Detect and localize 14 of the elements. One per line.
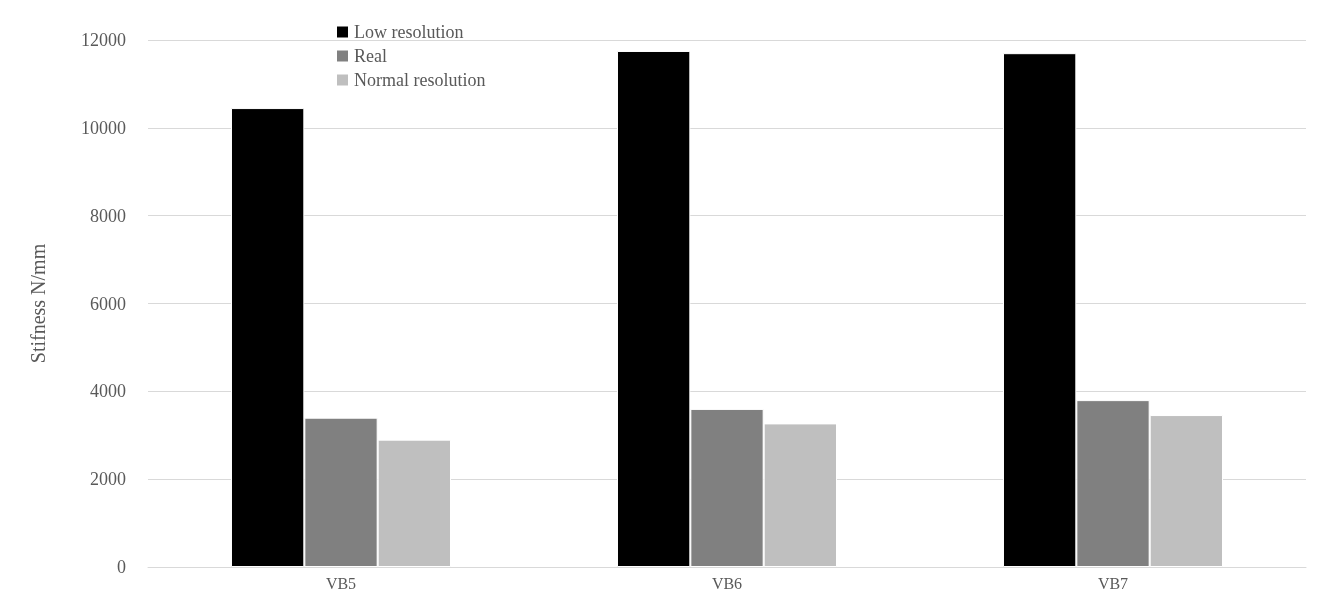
y-tick-label: 8000 [90, 205, 126, 226]
legend-label: Normal resolution [354, 70, 486, 90]
y-axis-title: Stifness N/mm [27, 243, 49, 364]
y-tick-label: 6000 [90, 293, 126, 314]
y-tick-label: 10000 [81, 117, 126, 138]
legend-label: Low resolution [354, 22, 464, 42]
x-tick-label: VB5 [325, 574, 357, 592]
x-tick-label: VB6 [711, 574, 743, 592]
legend-label: Real [354, 46, 387, 66]
y-tick-label: 12000 [81, 30, 126, 50]
y-tick-label: 4000 [90, 381, 126, 402]
y-tick-label: 2000 [90, 469, 126, 490]
x-tick-label: VB7 [1097, 574, 1129, 592]
y-tick-label: 0 [117, 557, 126, 577]
